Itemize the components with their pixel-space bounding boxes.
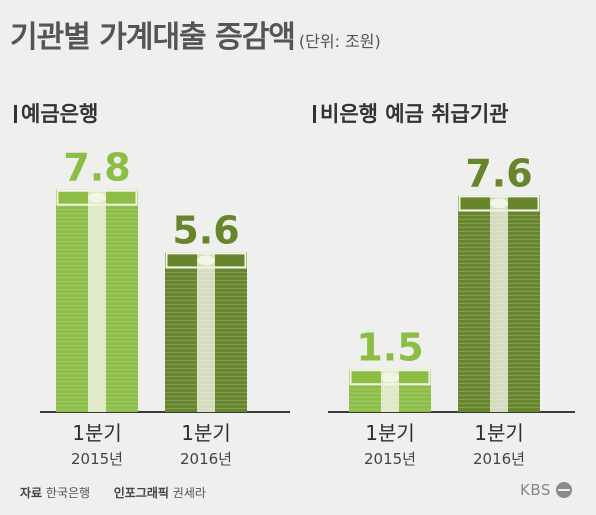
value-label: 7.6 (465, 151, 532, 195)
kbs-logo: KBS (520, 481, 572, 499)
panel-1-title-text: 예금은행 (21, 102, 99, 126)
chart-title: 기관별 가계대출 증감액 (10, 20, 296, 55)
unit-note: (단위: 조원) (298, 32, 381, 51)
banknote-top (56, 189, 138, 206)
value-label: 5.6 (172, 208, 239, 252)
logo-mark-icon (555, 482, 572, 498)
footer: 자료 한국은행 인포그래픽 권세라 (20, 484, 206, 501)
panel-2-title: 비은행 예금 취급기관 (313, 98, 509, 128)
bar-ribbon (490, 195, 508, 412)
category-label: 1분기 (181, 421, 231, 445)
credit-label: 인포그래픽 (113, 486, 169, 500)
title-marker (14, 105, 17, 123)
logo-text: KBS (520, 481, 551, 499)
bar-ribbon (88, 189, 106, 412)
source-text: 한국은행 (45, 486, 91, 500)
panel-1-title: 예금은행 (14, 98, 98, 128)
banknote-emblem (490, 198, 508, 209)
banknote-top (458, 195, 540, 212)
category-label: 1분기 (365, 421, 415, 445)
category-sublabel: 2015년 (364, 450, 416, 468)
title-marker (313, 105, 316, 123)
value-label: 7.8 (63, 146, 130, 190)
banknote-emblem (381, 372, 399, 383)
panel-2-title-text: 비은행 예금 취급기관 (320, 102, 509, 126)
value-label: 1.5 (356, 325, 423, 369)
title-row: 기관별 가계대출 증감액 (단위: 조원) (10, 12, 381, 56)
banknote-emblem (88, 192, 106, 203)
banknote-emblem (197, 255, 215, 266)
category-sublabel: 2015년 (71, 450, 123, 468)
banknote-top (165, 252, 247, 269)
category-sublabel: 2016년 (473, 450, 525, 468)
banknote-top (349, 369, 431, 386)
source-label: 자료 (20, 486, 43, 500)
category-label: 1분기 (72, 421, 122, 445)
category-label: 1분기 (474, 421, 524, 445)
bar-ribbon (197, 252, 215, 412)
category-sublabel: 2016년 (180, 450, 232, 468)
credit-text: 권세라 (172, 486, 206, 500)
